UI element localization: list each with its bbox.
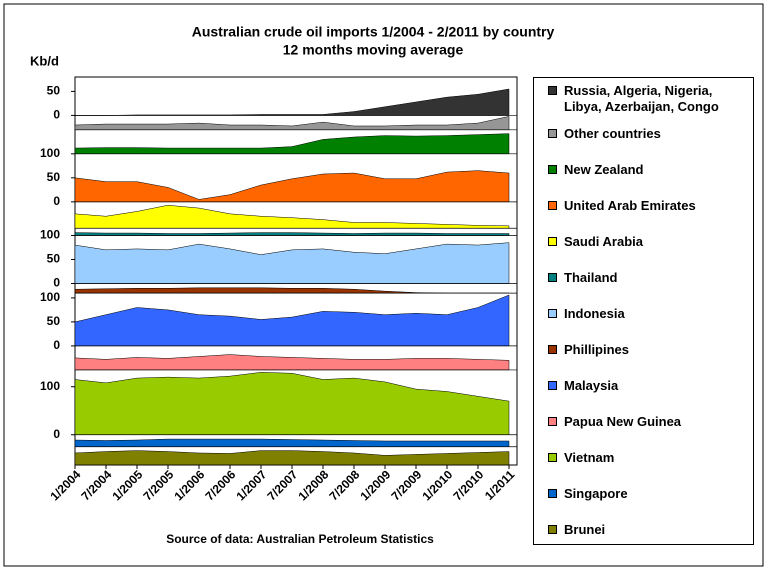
legend-label: United Arab Emirates — [564, 198, 696, 213]
legend-item: Singapore — [548, 486, 748, 502]
legend-label: Brunei — [564, 522, 606, 537]
legend-label: Vietnam — [564, 450, 615, 465]
legend-label: Papua New Guinea — [564, 414, 682, 429]
legend-item: Brunei — [548, 522, 748, 538]
y-tick-label: 0 — [53, 427, 60, 441]
legend-item: Malaysia — [548, 378, 748, 394]
y-tick-label: 0 — [53, 194, 60, 208]
legend-label: Russia, Algeria, Nigeria, Libya, Azerbai… — [564, 83, 719, 114]
y-tick-label: 100 — [40, 290, 60, 304]
legend-swatch — [548, 237, 557, 246]
legend-item: Russia, Algeria, Nigeria, Libya, Azerbai… — [548, 83, 748, 115]
y-tick-label: 0 — [53, 276, 60, 290]
area — [74, 133, 510, 155]
area — [74, 204, 510, 229]
legend-swatch — [548, 201, 557, 210]
legend-label: Other countries — [564, 126, 661, 141]
area — [74, 116, 510, 131]
legend-swatch — [548, 381, 557, 390]
legend-item: United Arab Emirates — [548, 198, 748, 214]
source-note: Source of data: Australian Petroleum Sta… — [166, 532, 434, 546]
y-tick-label: 100 — [40, 379, 60, 393]
legend-label: Saudi Arabia — [564, 234, 643, 249]
legend-label: Malaysia — [564, 378, 619, 393]
legend-swatch — [548, 525, 557, 534]
legend-swatch — [548, 489, 557, 498]
legend: Russia, Algeria, Nigeria, Libya, Azerbai… — [533, 77, 754, 545]
area — [74, 450, 510, 466]
y-tick-label: 50 — [47, 84, 61, 98]
y-tick-label: 50 — [47, 170, 61, 184]
legend-item: Phillipines — [548, 342, 748, 358]
legend-swatch — [548, 417, 557, 426]
legend-label: New Zealand — [564, 162, 644, 177]
area — [74, 232, 510, 236]
legend-swatch — [548, 86, 557, 95]
area — [75, 88, 510, 116]
legend-swatch — [548, 453, 557, 462]
legend-swatch — [548, 129, 557, 138]
legend-item: Vietnam — [548, 450, 748, 466]
area — [74, 438, 510, 448]
legend-item: Other countries — [548, 126, 748, 142]
area — [74, 354, 510, 371]
y-tick-label: 100 — [40, 228, 60, 242]
legend-label: Indonesia — [564, 306, 625, 321]
legend-item: Papua New Guinea — [548, 414, 748, 430]
legend-label: Thailand — [564, 270, 618, 285]
area — [74, 242, 510, 284]
legend-swatch — [548, 273, 557, 282]
legend-item: Thailand — [548, 270, 748, 286]
legend-item: New Zealand — [548, 162, 748, 178]
legend-item: Indonesia — [548, 306, 748, 322]
legend-label: Singapore — [564, 486, 628, 501]
y-tick-label: 100 — [40, 146, 60, 160]
legend-item: Saudi Arabia — [548, 234, 748, 250]
area — [74, 170, 510, 203]
area — [74, 294, 510, 347]
area — [74, 372, 510, 435]
legend-swatch — [548, 345, 557, 354]
y-tick-label: 0 — [53, 338, 60, 352]
y-tick-label: 50 — [47, 314, 61, 328]
y-axis-label: Kb/d — [30, 53, 59, 68]
y-tick-label: 50 — [47, 252, 61, 266]
legend-label: Phillipines — [564, 342, 630, 357]
chart-subtitle: 12 months moving average — [283, 42, 464, 58]
legend-swatch — [548, 165, 557, 174]
chart-title: Australian crude oil imports 1/2004 - 2/… — [192, 24, 555, 40]
legend-swatch — [548, 309, 557, 318]
y-tick-label: 0 — [53, 108, 60, 122]
